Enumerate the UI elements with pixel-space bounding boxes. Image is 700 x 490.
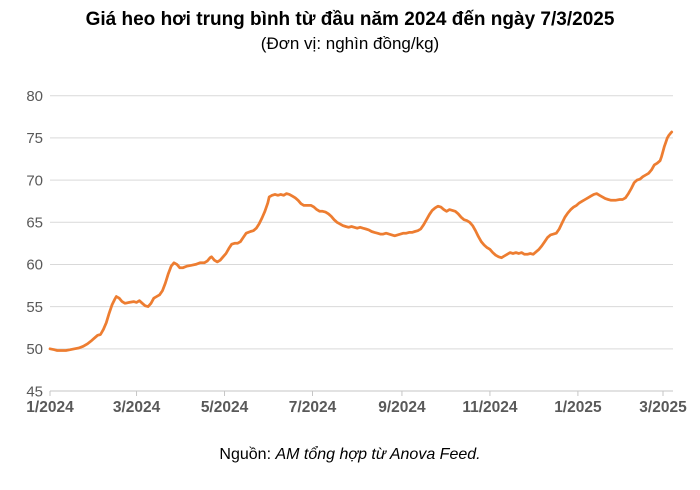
chart-title: Giá heo hơi trung bình từ đầu năm 2024 đ… [85, 9, 615, 30]
price-line [48, 130, 674, 352]
y-tick-label-45: 45 [26, 383, 43, 400]
source-label: Nguồn: [219, 446, 272, 463]
chart-header: Giá heo hơi trung bình từ đầu năm 2024 đ… [0, 7, 700, 55]
y-tick-label-75: 75 [26, 130, 43, 147]
y-tick-label-70: 70 [26, 172, 43, 189]
x-tick-label-9/2024: 9/2024 [378, 399, 426, 416]
y-tick-label-60: 60 [26, 257, 43, 274]
x-tick-label-11/2024: 11/2024 [462, 399, 518, 416]
source-note: Nguồn: AM tổng hợp từ Anova Feed. [0, 446, 700, 464]
chart-subtitle: (Đơn vị: nghìn đồng/kg) [260, 34, 440, 53]
x-tick-label-7/2024: 7/2024 [289, 399, 337, 416]
x-tick-label-3/2025: 3/2025 [639, 399, 687, 416]
y-tick-label-65: 65 [26, 215, 43, 232]
x-tick-label-5/2024: 5/2024 [201, 399, 249, 416]
x-tick-label-3/2024: 3/2024 [113, 399, 161, 416]
y-tick-label-55: 55 [26, 299, 43, 316]
y-tick-label-50: 50 [26, 341, 43, 358]
source-text: AM tổng hợp từ Anova Feed. [275, 446, 481, 463]
x-tick-label-1/2024: 1/2024 [26, 399, 74, 416]
y-tick-label-80: 80 [26, 88, 43, 105]
x-tick-label-1/2025: 1/2025 [554, 399, 602, 416]
